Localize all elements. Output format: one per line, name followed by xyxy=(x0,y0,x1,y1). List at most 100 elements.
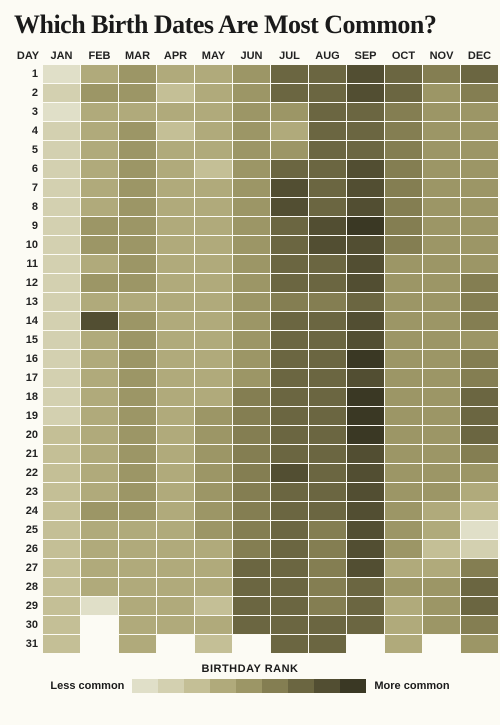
heatmap-cell xyxy=(43,274,80,292)
heatmap-cell xyxy=(233,578,270,596)
heatmap-cell xyxy=(43,217,80,235)
heatmap-cell xyxy=(347,445,384,463)
heatmap-cell xyxy=(81,160,118,178)
heatmap-cell xyxy=(81,445,118,463)
heatmap-cell xyxy=(119,407,156,425)
heatmap-cell xyxy=(309,597,346,615)
heatmap-cell xyxy=(233,103,270,121)
heatmap-cell xyxy=(119,464,156,482)
heatmap-cell xyxy=(119,445,156,463)
heatmap-cell xyxy=(461,312,498,330)
heatmap-cell xyxy=(43,578,80,596)
heatmap-cell xyxy=(119,369,156,387)
heatmap-cell xyxy=(309,483,346,501)
heatmap-cell xyxy=(271,540,308,558)
heatmap-cell xyxy=(271,141,308,159)
heatmap-cell xyxy=(385,521,422,539)
heatmap-cell xyxy=(423,198,460,216)
heatmap-cell xyxy=(195,350,232,368)
legend-swatch xyxy=(314,679,340,693)
heatmap-cell xyxy=(81,502,118,520)
heatmap-cell xyxy=(347,388,384,406)
heatmap-cell xyxy=(195,274,232,292)
heatmap-cell xyxy=(43,312,80,330)
heatmap-cell xyxy=(461,236,498,254)
heatmap-cell xyxy=(233,312,270,330)
heatmap-cell xyxy=(81,464,118,482)
heatmap-cell xyxy=(43,293,80,311)
heatmap-cell xyxy=(347,160,384,178)
heatmap-cell xyxy=(423,122,460,140)
heatmap-cell xyxy=(423,407,460,425)
heatmap-cell xyxy=(119,578,156,596)
heatmap-cell xyxy=(43,464,80,482)
heatmap-cell xyxy=(157,597,194,615)
heatmap-cell xyxy=(233,597,270,615)
heatmap-cell xyxy=(385,464,422,482)
header-month: JAN xyxy=(43,48,80,64)
heatmap-cell xyxy=(195,84,232,102)
heatmap-cell xyxy=(81,274,118,292)
day-label: 23 xyxy=(14,483,42,501)
heatmap-cell xyxy=(233,521,270,539)
heatmap-cell xyxy=(423,84,460,102)
heatmap-cell xyxy=(119,521,156,539)
heatmap-cell xyxy=(423,540,460,558)
heatmap-cell xyxy=(157,236,194,254)
heatmap-cell xyxy=(119,616,156,634)
heatmap-cell xyxy=(271,350,308,368)
heatmap-cell xyxy=(271,198,308,216)
heatmap-cell xyxy=(81,331,118,349)
heatmap-cell xyxy=(423,255,460,273)
heatmap-cell xyxy=(423,502,460,520)
heatmap-cell xyxy=(119,331,156,349)
heatmap-cell xyxy=(119,312,156,330)
heatmap-cell xyxy=(385,160,422,178)
heatmap-cell xyxy=(233,236,270,254)
heatmap-cell xyxy=(423,141,460,159)
heatmap-cell xyxy=(271,616,308,634)
heatmap-cell xyxy=(271,274,308,292)
heatmap-cell xyxy=(271,255,308,273)
heatmap-cell xyxy=(385,445,422,463)
heatmap-cell xyxy=(423,369,460,387)
day-label: 16 xyxy=(14,350,42,368)
heatmap-cell xyxy=(195,426,232,444)
heatmap-cell xyxy=(271,502,308,520)
legend-swatch xyxy=(158,679,184,693)
heatmap-cell xyxy=(119,635,156,653)
heatmap-cell xyxy=(157,65,194,83)
heatmap-cell xyxy=(233,179,270,197)
heatmap-cell xyxy=(461,141,498,159)
heatmap-cell xyxy=(195,445,232,463)
heatmap-cell xyxy=(157,578,194,596)
heatmap-cell xyxy=(423,426,460,444)
heatmap-cell xyxy=(385,616,422,634)
heatmap-cell xyxy=(43,179,80,197)
heatmap-cell xyxy=(309,445,346,463)
heatmap-cell xyxy=(43,426,80,444)
heatmap-cell xyxy=(423,179,460,197)
heatmap-cell xyxy=(347,103,384,121)
heatmap-cell xyxy=(347,198,384,216)
legend-swatch xyxy=(132,679,158,693)
day-label: 4 xyxy=(14,122,42,140)
heatmap-cell xyxy=(271,65,308,83)
heatmap-cell xyxy=(233,540,270,558)
heatmap-cell xyxy=(43,103,80,121)
heatmap-cell xyxy=(461,274,498,292)
heatmap-cell xyxy=(119,122,156,140)
heatmap-cell xyxy=(271,331,308,349)
heatmap-cell xyxy=(157,426,194,444)
heatmap-cell xyxy=(119,483,156,501)
heatmap-cell xyxy=(347,559,384,577)
heatmap-cell xyxy=(233,635,270,653)
heatmap-cell xyxy=(43,388,80,406)
heatmap-cell xyxy=(195,521,232,539)
heatmap-cell xyxy=(195,388,232,406)
heatmap-cell xyxy=(157,407,194,425)
heatmap-cell xyxy=(347,122,384,140)
heatmap-cell xyxy=(119,198,156,216)
header-month: JUL xyxy=(271,48,308,64)
heatmap-cell xyxy=(195,597,232,615)
